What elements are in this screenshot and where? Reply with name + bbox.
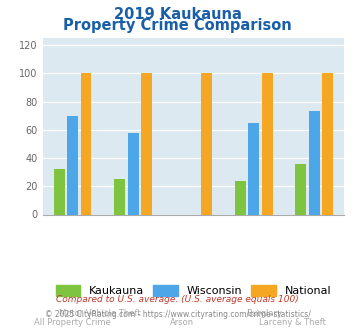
Legend: Kaukauna, Wisconsin, National: Kaukauna, Wisconsin, National xyxy=(51,280,335,301)
Text: © 2025 CityRating.com - https://www.cityrating.com/crime-statistics/: © 2025 CityRating.com - https://www.city… xyxy=(45,310,310,319)
Text: Motor Vehicle Theft: Motor Vehicle Theft xyxy=(59,309,140,317)
Bar xyxy=(128,133,138,214)
Text: All Property Crime: All Property Crime xyxy=(33,318,110,327)
Text: Property Crime Comparison: Property Crime Comparison xyxy=(63,18,292,33)
Text: Larceny & Theft: Larceny & Theft xyxy=(258,318,326,327)
Bar xyxy=(262,73,273,214)
Text: Compared to U.S. average. (U.S. average equals 100): Compared to U.S. average. (U.S. average … xyxy=(56,295,299,304)
Bar xyxy=(114,179,125,215)
Text: Arson: Arson xyxy=(170,318,194,327)
Bar xyxy=(248,123,259,214)
Bar xyxy=(201,73,212,214)
Bar xyxy=(235,181,246,214)
Bar xyxy=(295,164,306,214)
Bar xyxy=(322,73,333,214)
Text: Burglary: Burglary xyxy=(246,309,283,317)
Bar xyxy=(141,73,152,214)
Bar xyxy=(309,112,320,214)
Bar xyxy=(54,169,65,214)
Text: 2019 Kaukauna: 2019 Kaukauna xyxy=(114,7,241,21)
Bar xyxy=(67,115,78,214)
Bar xyxy=(81,73,92,214)
